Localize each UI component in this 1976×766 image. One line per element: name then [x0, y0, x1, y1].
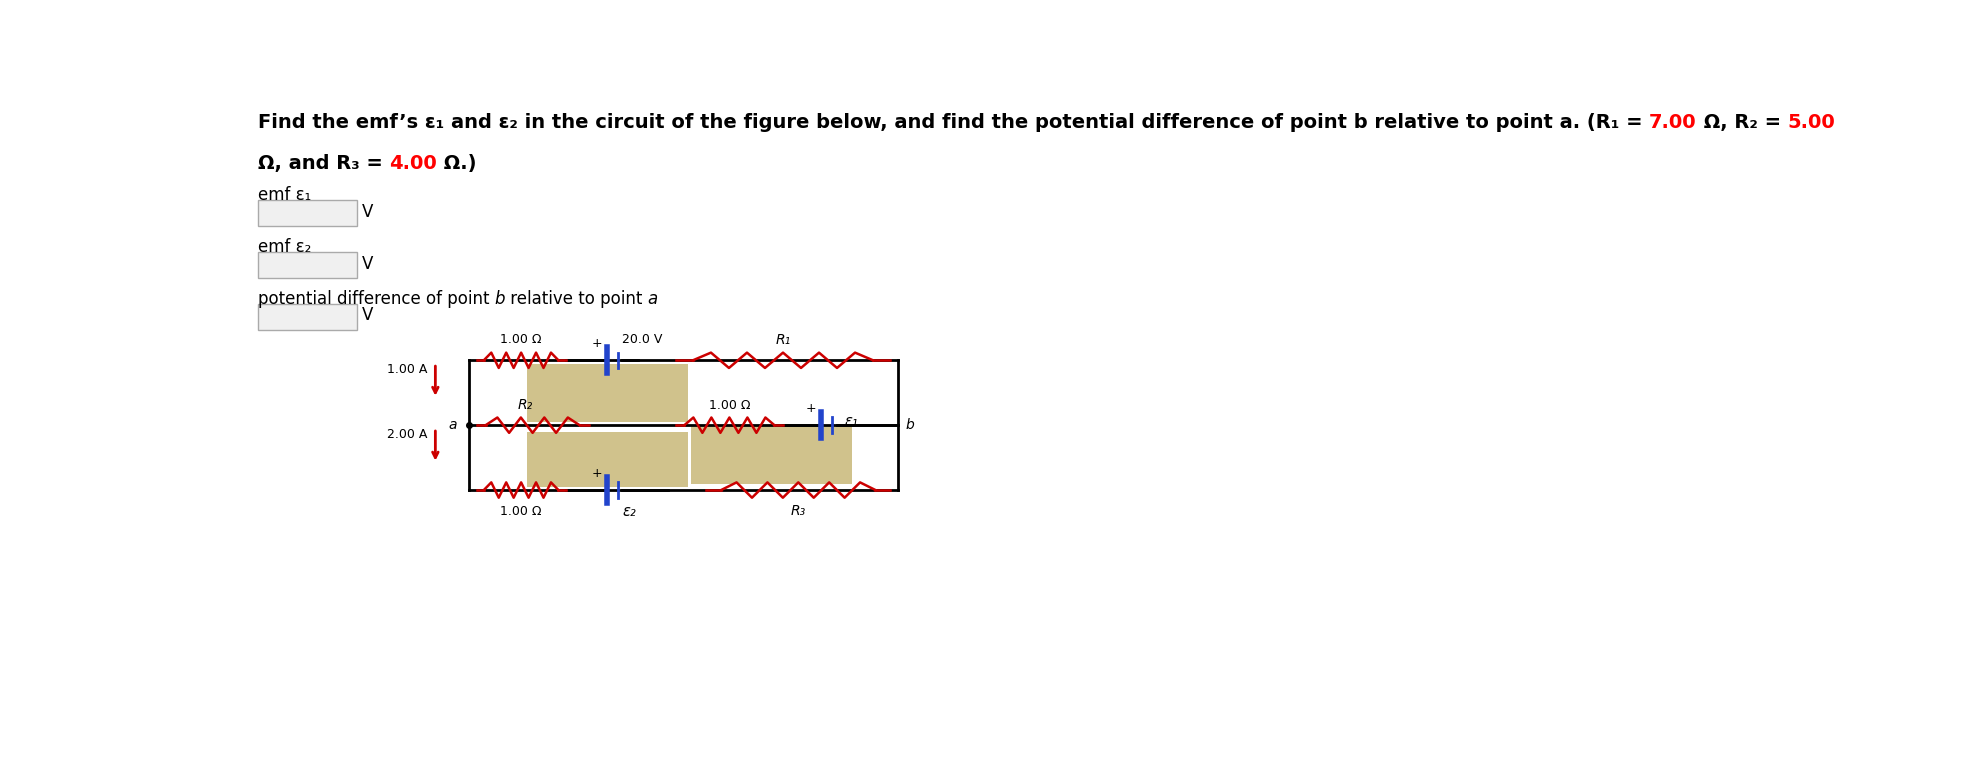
Text: R₃: R₃	[790, 504, 806, 519]
Text: R₂: R₂	[518, 398, 534, 412]
Text: b: b	[494, 290, 506, 308]
FancyBboxPatch shape	[528, 432, 688, 487]
Text: 1.00 Ω: 1.00 Ω	[709, 399, 751, 412]
FancyBboxPatch shape	[257, 200, 358, 226]
Text: b: b	[905, 418, 915, 432]
FancyBboxPatch shape	[257, 303, 358, 329]
Text: ε₁: ε₁	[844, 414, 858, 429]
Text: V: V	[362, 306, 373, 325]
Text: relative to point: relative to point	[506, 290, 648, 308]
Text: a: a	[648, 290, 658, 308]
Text: 20.0 V: 20.0 V	[622, 332, 662, 345]
Text: +: +	[806, 402, 816, 414]
Text: emf ε₂: emf ε₂	[257, 238, 310, 256]
Text: Ω, R₂ =: Ω, R₂ =	[1697, 113, 1788, 132]
FancyBboxPatch shape	[528, 364, 688, 422]
FancyBboxPatch shape	[257, 252, 358, 278]
Text: ε₂: ε₂	[622, 504, 636, 519]
Text: 1.00 A: 1.00 A	[387, 363, 427, 376]
Text: 5.00: 5.00	[1788, 113, 1836, 132]
Text: 1.00 Ω: 1.00 Ω	[500, 332, 541, 345]
Text: Find the emf’s ε₁ and ε₂ in the circuit of the figure below, and find the potent: Find the emf’s ε₁ and ε₂ in the circuit …	[257, 113, 1650, 132]
Text: potential difference of point: potential difference of point	[257, 290, 494, 308]
Text: 2.00 A: 2.00 A	[387, 428, 427, 441]
Text: +: +	[591, 337, 603, 350]
Text: Ω, and R₃ =: Ω, and R₃ =	[257, 154, 389, 173]
Text: R₁: R₁	[775, 332, 790, 347]
Text: +: +	[591, 466, 603, 480]
Text: 7.00: 7.00	[1650, 113, 1697, 132]
Text: emf ε₁: emf ε₁	[257, 186, 310, 205]
Text: 4.00: 4.00	[389, 154, 437, 173]
Text: Ω.): Ω.)	[437, 154, 476, 173]
Text: a: a	[449, 418, 456, 432]
Text: 1.00 Ω: 1.00 Ω	[500, 506, 541, 519]
FancyBboxPatch shape	[692, 425, 852, 483]
Text: V: V	[362, 203, 373, 221]
Text: V: V	[362, 254, 373, 273]
